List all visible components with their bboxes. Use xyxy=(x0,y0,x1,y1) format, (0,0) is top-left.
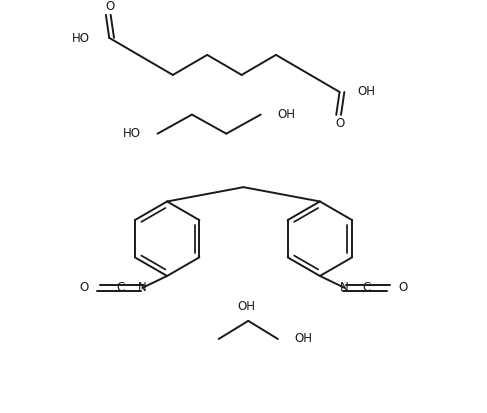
Text: OH: OH xyxy=(278,108,296,121)
Text: O: O xyxy=(105,0,114,13)
Text: HO: HO xyxy=(72,32,90,45)
Text: O: O xyxy=(398,281,408,294)
Text: HO: HO xyxy=(123,127,141,140)
Text: OH: OH xyxy=(237,300,255,313)
Text: O: O xyxy=(79,281,89,294)
Text: C: C xyxy=(116,281,125,294)
Text: OH: OH xyxy=(295,332,313,346)
Text: N: N xyxy=(340,281,349,294)
Text: OH: OH xyxy=(358,85,375,97)
Text: N: N xyxy=(138,281,147,294)
Text: O: O xyxy=(336,117,345,130)
Text: C: C xyxy=(362,281,371,294)
